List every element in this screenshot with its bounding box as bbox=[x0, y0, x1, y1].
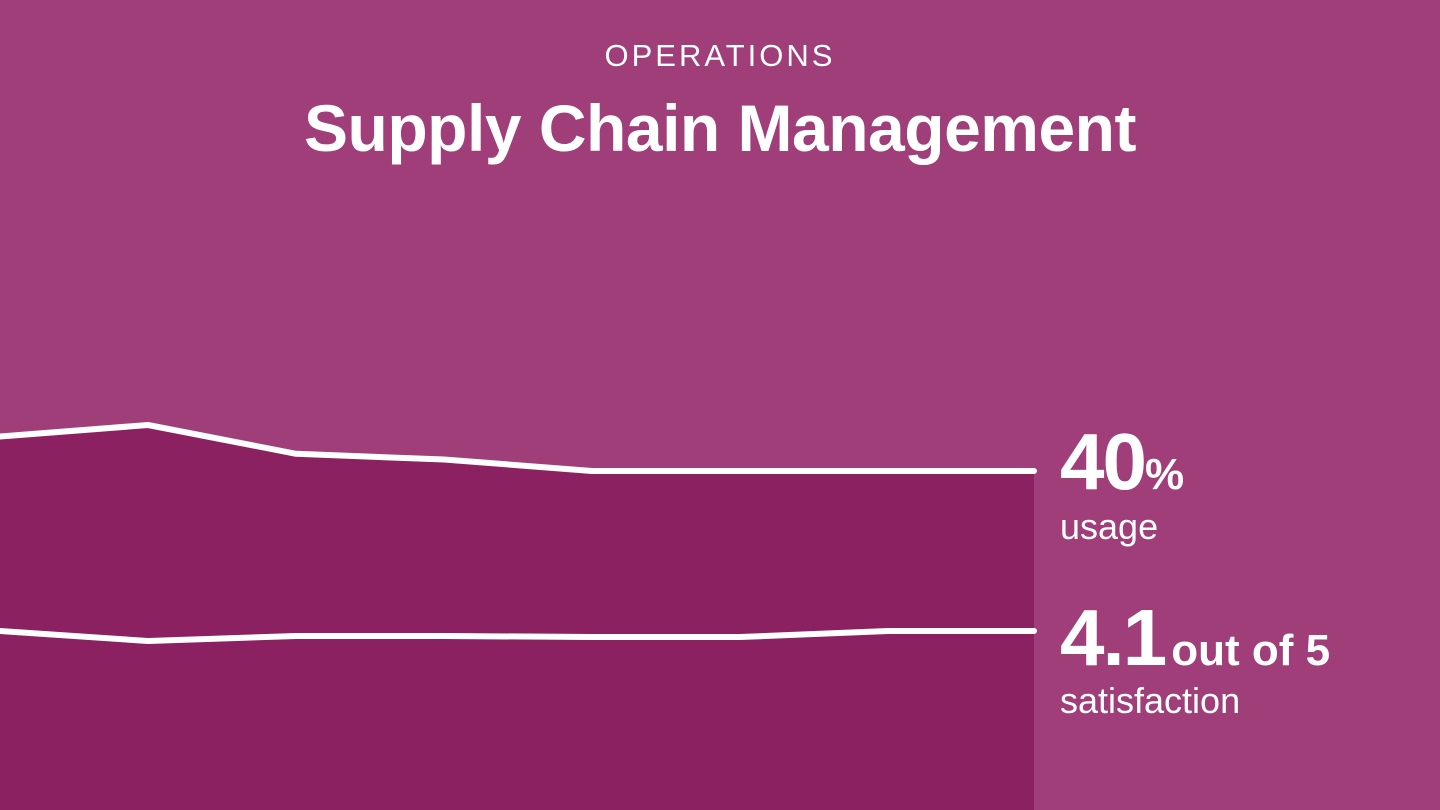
usage-series-line bbox=[0, 422, 1037, 474]
satisfaction-suffix: out of 5 bbox=[1171, 626, 1331, 675]
usage-value: 40 bbox=[1060, 417, 1147, 506]
page-title: Supply Chain Management bbox=[304, 91, 1136, 165]
satisfaction-series-line bbox=[0, 628, 1037, 644]
usage-unit: % bbox=[1144, 450, 1185, 499]
usage-area bbox=[0, 425, 1034, 810]
satisfaction-label: satisfaction bbox=[1060, 680, 1241, 721]
usage-metric: 40% usage bbox=[1060, 422, 1184, 548]
section-eyebrow: OPERATIONS bbox=[604, 38, 836, 73]
satisfaction-value: 4.1 bbox=[1060, 593, 1167, 682]
usage-label: usage bbox=[1060, 506, 1159, 547]
satisfaction-metric: 4.1 out of 5 satisfaction bbox=[1060, 598, 1330, 722]
